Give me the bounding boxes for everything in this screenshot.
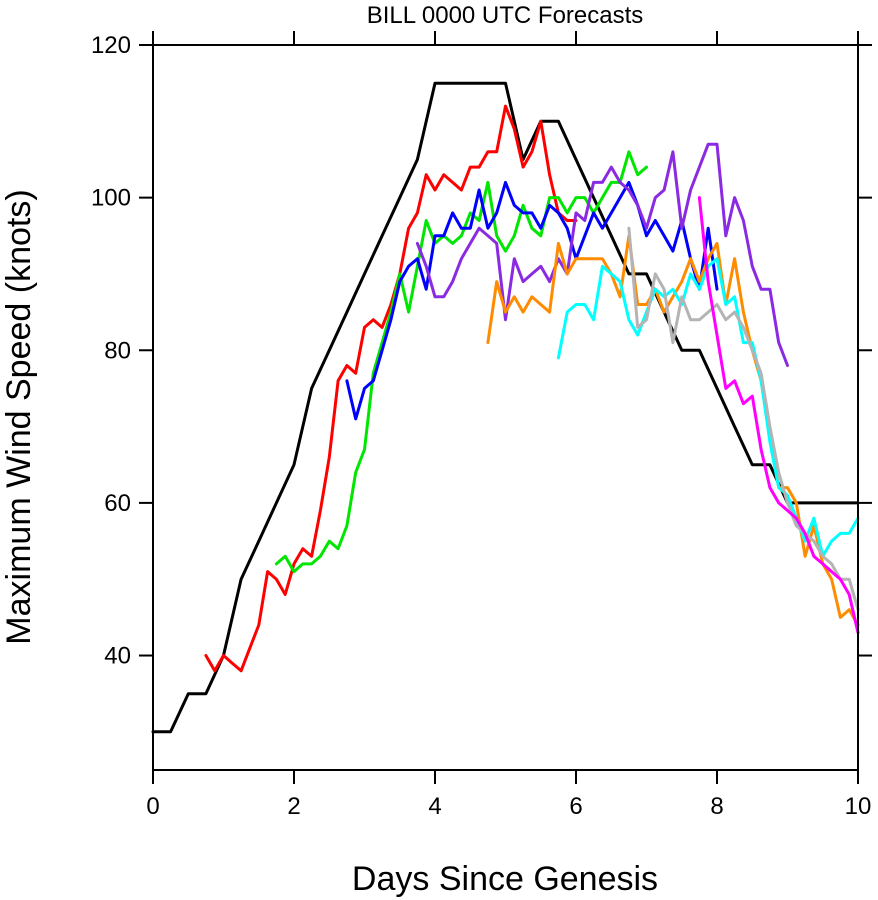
chart-title: BILL 0000 UTC Forecasts: [367, 2, 644, 29]
y-tick-label: 120: [91, 32, 131, 59]
y-tick-label: 100: [91, 185, 131, 212]
y-tick-label: 40: [104, 643, 131, 670]
series-line-1: [151, 81, 860, 734]
plot-frame: [152, 44, 859, 771]
x-tick-label: 10: [845, 793, 872, 820]
series-line-9: [697, 196, 860, 635]
x-tick-label: 2: [287, 793, 300, 820]
x-tick-label: 8: [710, 793, 723, 820]
series-layer: [151, 81, 860, 734]
series-line-3: [274, 150, 648, 574]
ticks-layer: 0 2 4 6 8 10 40 60 80 100 120: [91, 31, 872, 820]
x-tick-label: 4: [428, 793, 441, 820]
series-line-8: [627, 226, 860, 612]
series-line-6: [486, 234, 860, 627]
series-line-7: [556, 257, 860, 558]
series-line-4: [345, 180, 719, 421]
x-axis-title: Days Since Genesis: [352, 860, 658, 898]
x-tick-label: 6: [569, 793, 582, 820]
y-axis-title: Maximum Wind Speed (knots): [0, 189, 38, 644]
series-line-2: [204, 104, 578, 673]
series-line-5: [415, 142, 789, 367]
y-tick-label: 60: [104, 490, 131, 517]
x-tick-label: 0: [146, 793, 159, 820]
y-tick-label: 80: [104, 337, 131, 364]
